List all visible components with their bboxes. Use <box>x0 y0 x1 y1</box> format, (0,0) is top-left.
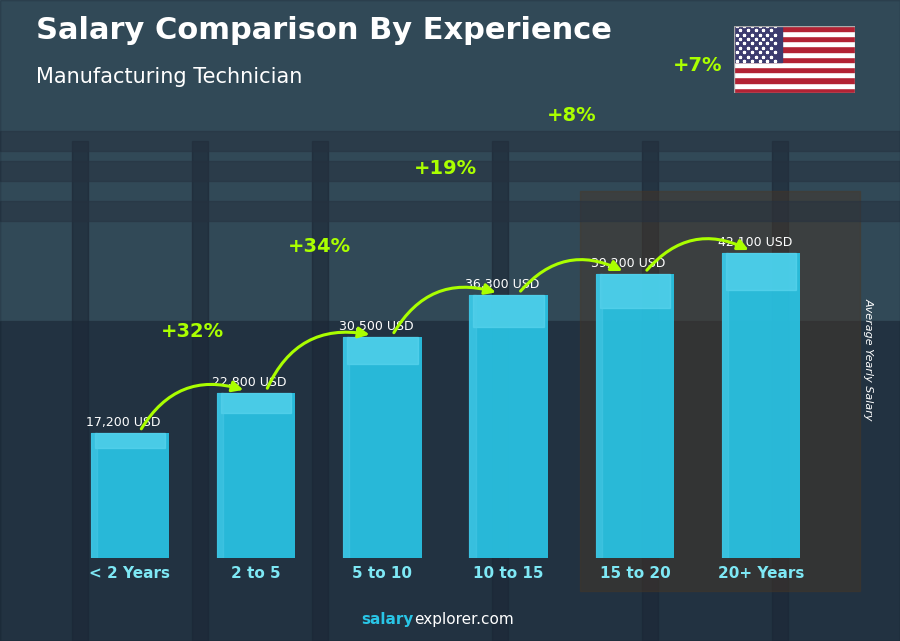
Text: +8%: +8% <box>547 106 597 125</box>
Text: Salary Comparison By Experience: Salary Comparison By Experience <box>36 16 612 45</box>
Bar <box>734 83 855 88</box>
Bar <box>734 56 855 62</box>
Bar <box>722 253 800 558</box>
Bar <box>0 321 900 641</box>
Bar <box>91 433 169 558</box>
Bar <box>596 274 674 558</box>
Text: 36,300 USD: 36,300 USD <box>465 278 539 291</box>
Bar <box>734 88 855 93</box>
FancyArrowPatch shape <box>267 328 366 388</box>
Bar <box>343 337 421 558</box>
Bar <box>470 296 548 558</box>
Bar <box>217 393 295 558</box>
Text: +34%: +34% <box>288 237 351 256</box>
Bar <box>492 141 508 641</box>
Bar <box>347 337 418 363</box>
Bar <box>312 141 328 641</box>
Bar <box>91 433 97 558</box>
Bar <box>596 274 602 558</box>
Bar <box>94 433 165 448</box>
Text: 39,200 USD: 39,200 USD <box>591 257 666 270</box>
Bar <box>642 141 658 641</box>
Text: 22,800 USD: 22,800 USD <box>212 376 287 388</box>
Bar <box>343 337 349 558</box>
Text: Average Yearly Salary: Average Yearly Salary <box>863 297 874 420</box>
Bar <box>734 26 782 62</box>
Bar <box>734 51 855 56</box>
Text: 17,200 USD: 17,200 USD <box>86 416 161 429</box>
Bar <box>772 141 788 641</box>
Bar <box>192 141 208 641</box>
Bar <box>734 72 855 78</box>
FancyArrowPatch shape <box>394 285 492 333</box>
Text: 42,100 USD: 42,100 USD <box>717 236 792 249</box>
Bar <box>734 36 855 41</box>
Bar <box>217 393 223 558</box>
Bar <box>220 393 292 413</box>
Bar <box>722 253 728 558</box>
Bar <box>726 253 796 290</box>
Bar <box>734 67 855 72</box>
Bar <box>734 41 855 46</box>
Text: +7%: +7% <box>673 56 723 75</box>
Text: Manufacturing Technician: Manufacturing Technician <box>36 67 302 87</box>
FancyArrowPatch shape <box>647 238 745 270</box>
Bar <box>580 191 860 591</box>
FancyArrowPatch shape <box>141 382 240 429</box>
Bar <box>734 31 855 36</box>
Bar <box>72 141 88 641</box>
Bar <box>734 78 855 83</box>
Bar <box>734 62 855 67</box>
Bar <box>470 296 476 558</box>
Bar <box>599 274 670 308</box>
Text: 30,500 USD: 30,500 USD <box>338 320 413 333</box>
Bar <box>734 46 855 51</box>
Bar <box>473 296 544 327</box>
Text: salary: salary <box>362 612 414 627</box>
Bar <box>0 131 900 151</box>
Bar <box>0 201 900 221</box>
Text: +32%: +32% <box>161 322 224 341</box>
Text: +19%: +19% <box>414 160 477 178</box>
Text: explorer.com: explorer.com <box>414 612 514 627</box>
FancyArrowPatch shape <box>520 260 619 291</box>
Bar <box>0 0 900 321</box>
Bar <box>0 161 900 181</box>
Bar <box>734 26 855 31</box>
